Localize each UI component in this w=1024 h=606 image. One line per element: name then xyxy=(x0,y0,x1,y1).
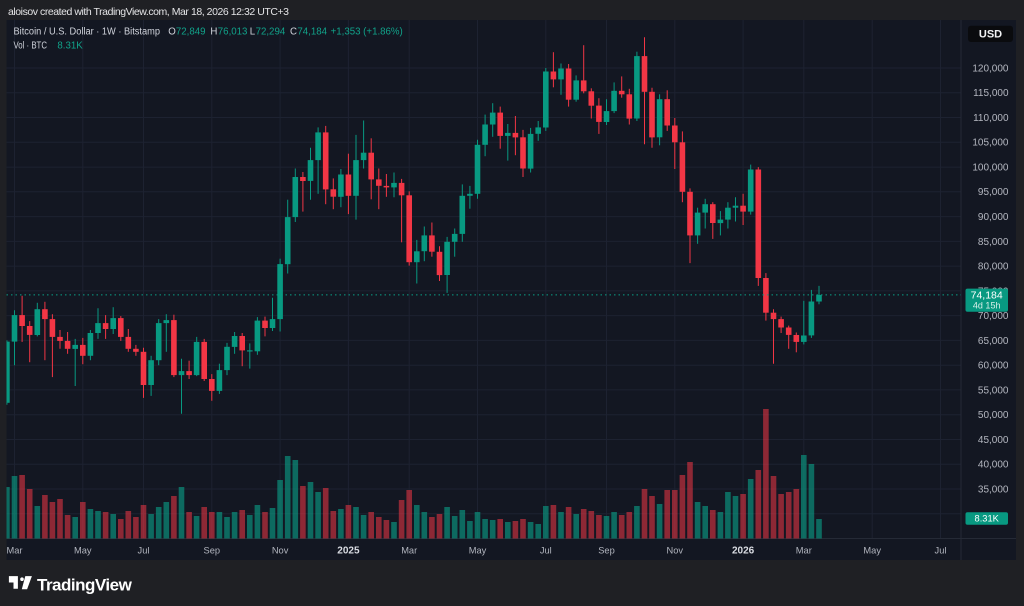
svg-text:60,000: 60,000 xyxy=(978,361,1009,372)
svg-text:May: May xyxy=(469,546,487,556)
svg-text:8.31K: 8.31K xyxy=(975,514,1000,524)
svg-text:TradingView: TradingView xyxy=(37,575,133,594)
svg-text:C: C xyxy=(290,27,297,38)
svg-text:100,000: 100,000 xyxy=(972,163,1009,174)
svg-text:+1,353 (+1.86%): +1,353 (+1.86%) xyxy=(331,27,403,38)
svg-text:Mar: Mar xyxy=(6,546,22,556)
svg-text:120,000: 120,000 xyxy=(972,63,1009,74)
svg-text:74,184: 74,184 xyxy=(971,289,1003,301)
svg-text:aloisov created with TradingVi: aloisov created with TradingView.com, Ma… xyxy=(8,6,289,18)
svg-text:76,013: 76,013 xyxy=(218,27,248,38)
svg-text:110,000: 110,000 xyxy=(973,113,1009,124)
svg-text:Mar: Mar xyxy=(401,546,417,556)
svg-text:O: O xyxy=(168,27,176,38)
svg-text:May: May xyxy=(863,546,881,556)
svg-text:May: May xyxy=(74,546,92,556)
svg-text:Jul: Jul xyxy=(935,546,947,556)
svg-text:Jul: Jul xyxy=(138,546,150,556)
svg-text:90,000: 90,000 xyxy=(978,212,1009,223)
svg-text:Jul: Jul xyxy=(540,546,552,556)
svg-text:Nov: Nov xyxy=(272,546,289,556)
svg-text:72,849: 72,849 xyxy=(176,27,206,38)
svg-text:105,000: 105,000 xyxy=(972,138,1009,149)
svg-text:L: L xyxy=(250,27,256,38)
svg-text:50,000: 50,000 xyxy=(978,410,1009,421)
svg-text:45,000: 45,000 xyxy=(978,435,1009,446)
svg-text:Mar: Mar xyxy=(796,546,812,556)
svg-text:55,000: 55,000 xyxy=(978,385,1009,396)
svg-text:35,000: 35,000 xyxy=(978,484,1009,495)
svg-text:Nov: Nov xyxy=(667,546,684,556)
svg-text:Vol · BTC: Vol · BTC xyxy=(14,40,48,51)
svg-text:USD: USD xyxy=(979,29,1002,41)
svg-text:80,000: 80,000 xyxy=(978,262,1009,273)
svg-text:H: H xyxy=(210,27,217,38)
svg-text:95,000: 95,000 xyxy=(978,187,1009,198)
svg-text:74,184: 74,184 xyxy=(297,27,327,38)
svg-text:Bitcoin / U.S. Dollar · 1W · B: Bitcoin / U.S. Dollar · 1W · Bitstamp xyxy=(14,27,161,38)
svg-text:8.31K: 8.31K xyxy=(57,40,83,51)
svg-text:72,294: 72,294 xyxy=(256,27,286,38)
svg-text:65,000: 65,000 xyxy=(978,336,1009,347)
svg-text:4d 15h: 4d 15h xyxy=(973,301,1001,311)
svg-text:85,000: 85,000 xyxy=(978,237,1009,248)
svg-text:2026: 2026 xyxy=(732,546,755,557)
svg-text:Sep: Sep xyxy=(204,546,221,556)
svg-text:2025: 2025 xyxy=(337,546,360,557)
svg-text:70,000: 70,000 xyxy=(978,311,1009,322)
svg-text:Sep: Sep xyxy=(598,546,615,556)
svg-text:40,000: 40,000 xyxy=(978,460,1009,471)
svg-text:115,000: 115,000 xyxy=(973,88,1009,99)
